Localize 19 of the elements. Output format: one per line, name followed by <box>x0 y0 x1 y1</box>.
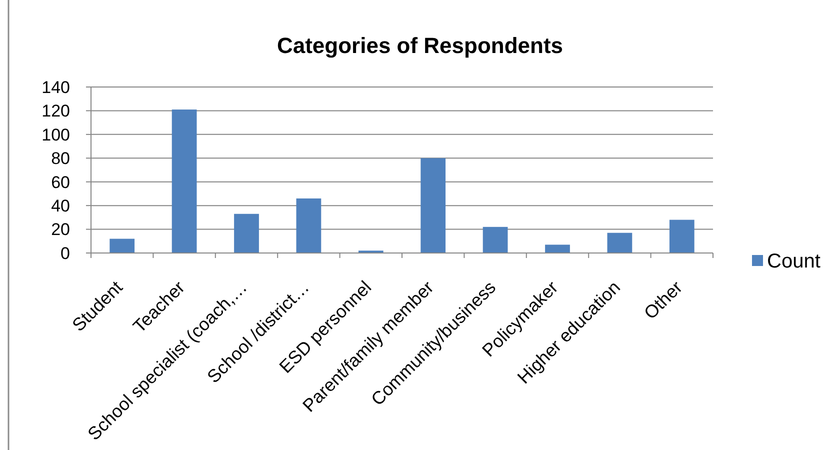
y-tick-label: 140 <box>42 78 70 97</box>
legend-label: Count <box>767 250 821 273</box>
bar <box>296 198 322 253</box>
y-tick-label: 40 <box>51 196 70 216</box>
bar <box>482 226 508 253</box>
bar <box>545 244 570 253</box>
bar <box>669 220 694 253</box>
bar <box>172 110 197 253</box>
y-tick-label: 20 <box>51 220 70 240</box>
chart-title: Categories of Respondents <box>276 33 564 58</box>
y-tick-label: 0 <box>60 244 70 263</box>
y-tick-label: 60 <box>51 172 70 192</box>
bar <box>607 232 632 253</box>
y-tick-label: 100 <box>42 125 70 144</box>
bar <box>234 214 259 253</box>
y-tick-label: 120 <box>42 102 70 121</box>
bar <box>110 238 135 253</box>
bar <box>420 158 446 253</box>
y-tick-label: 80 <box>51 149 70 168</box>
